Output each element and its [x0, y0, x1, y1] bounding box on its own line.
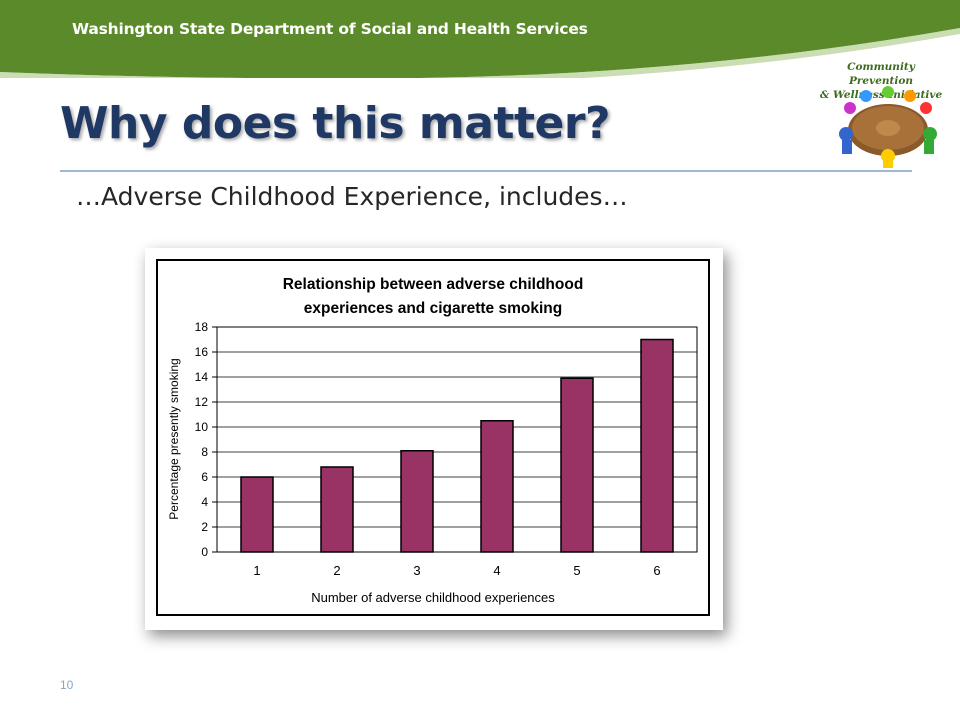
meeting-table-logo-icon — [839, 86, 937, 168]
chart-image-frame: Relationship between adverse childhood e… — [145, 248, 723, 630]
y-tick-label: 12 — [195, 395, 209, 409]
x-tick-label: 6 — [653, 563, 660, 578]
bar-6 — [640, 338, 674, 553]
x-tick-labels: 1 2 3 4 5 6 — [253, 563, 660, 578]
organization-name: Washington State Department of Social an… — [72, 20, 588, 38]
x-tick-label: 5 — [573, 563, 580, 578]
y-tick-label: 6 — [201, 470, 208, 484]
chart-border — [156, 259, 710, 616]
y-tick-label: 18 — [195, 320, 209, 334]
bar-3 — [400, 450, 434, 553]
y-tick-label: 14 — [195, 370, 209, 384]
y-axis-label: Percentage presently smoking — [167, 358, 181, 519]
bar-5 — [560, 377, 594, 553]
x-tick-label: 4 — [493, 563, 500, 578]
page-number: 10 — [60, 678, 74, 692]
x-tick-label: 2 — [333, 563, 340, 578]
y-tick-label: 8 — [201, 445, 208, 459]
plot-area-border — [216, 326, 698, 553]
title-divider — [60, 170, 912, 172]
bar-4 — [480, 420, 514, 553]
banner-shape — [0, 0, 960, 78]
y-tick-label: 2 — [201, 520, 208, 534]
slide-subtitle: …Adverse Childhood Experience, includes… — [76, 182, 628, 211]
header-banner: Washington State Department of Social an… — [0, 0, 960, 78]
y-tick-label: 4 — [201, 495, 208, 509]
x-tick-label: 1 — [253, 563, 260, 578]
y-tick-labels: 0 2 4 6 8 10 12 14 16 18 — [195, 320, 209, 559]
bars — [240, 338, 674, 553]
x-axis-label: Number of adverse childhood experiences — [311, 590, 555, 605]
logo-line-1: Community Prevention — [847, 61, 915, 87]
y-tick-label: 0 — [201, 545, 208, 559]
x-tick-label: 3 — [413, 563, 420, 578]
chart-title-line-1: Relationship between adverse childhood — [283, 276, 584, 293]
y-tick-label: 16 — [195, 345, 209, 359]
chart-title-line-2: experiences and cigarette smoking — [304, 300, 562, 317]
bar-chart: Relationship between adverse childhood e… — [156, 259, 710, 616]
bar-1 — [240, 476, 274, 553]
y-tick-label: 10 — [195, 420, 209, 434]
slide-title: Why does this matter? — [60, 98, 611, 149]
bar-2 — [320, 466, 354, 553]
